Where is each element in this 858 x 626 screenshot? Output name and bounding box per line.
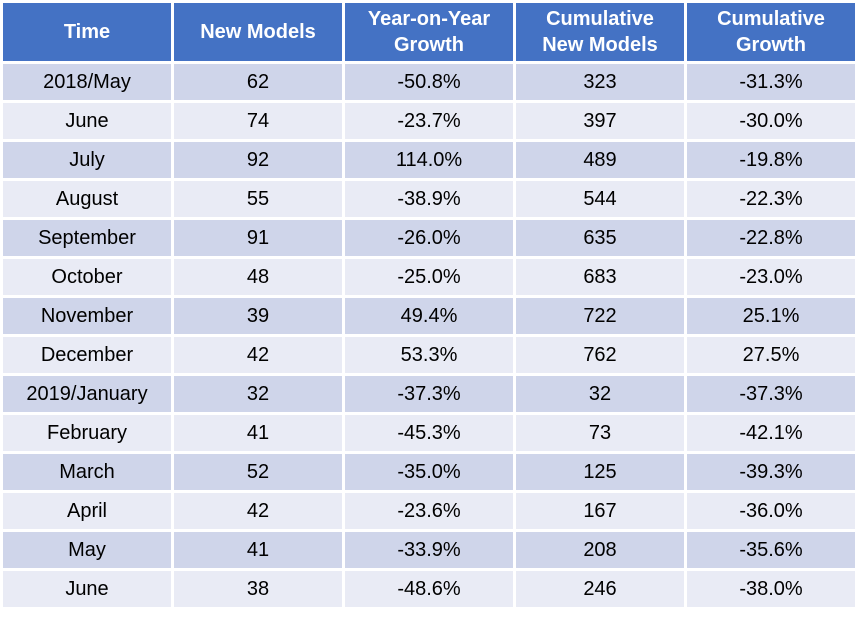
monthly-new-models-table: Time New Models Year-on-Year Growth Cumulat… [3,3,855,607]
cell-cumulative_new_models: 323 [516,64,684,100]
cell-yoy_growth: -23.7% [345,103,513,139]
cell-cumulative_new_models: 125 [516,454,684,490]
column-header-cumulative_growth: Cumulative Growth [687,3,855,61]
cell-yoy_growth: -50.8% [345,64,513,100]
table-row: September 91 -26.0% 635 -22.8% [3,220,855,256]
cell-time: November [3,298,171,334]
cell-cumulative_growth: 25.1% [687,298,855,334]
cell-new_models: 42 [174,493,342,529]
table-row: October 48 -25.0% 683 -23.0% [3,259,855,295]
cell-cumulative_growth: -35.6% [687,532,855,568]
cell-time: March [3,454,171,490]
cell-time: October [3,259,171,295]
column-header-new_models: New Models [174,3,342,61]
cell-time: 2019/January [3,376,171,412]
cell-cumulative_growth: -23.0% [687,259,855,295]
table-row: February 41 -45.3% 73 -42.1% [3,415,855,451]
column-header-cumulative_new_models: Cumulative New Models [516,3,684,61]
table-row: November 39 49.4% 722 25.1% [3,298,855,334]
cell-cumulative_new_models: 397 [516,103,684,139]
cell-yoy_growth: -33.9% [345,532,513,568]
table-row: May 41 -33.9% 208 -35.6% [3,532,855,568]
cell-cumulative_growth: -19.8% [687,142,855,178]
cell-time: July [3,142,171,178]
cell-yoy_growth: -35.0% [345,454,513,490]
table-row: December 42 53.3% 762 27.5% [3,337,855,373]
cell-new_models: 62 [174,64,342,100]
cell-cumulative_growth: -22.3% [687,181,855,217]
cell-yoy_growth: -48.6% [345,571,513,607]
cell-yoy_growth: -38.9% [345,181,513,217]
table-row: 2018/May 62 -50.8% 323 -31.3% [3,64,855,100]
cell-cumulative_new_models: 544 [516,181,684,217]
cell-cumulative_new_models: 246 [516,571,684,607]
cell-cumulative_new_models: 762 [516,337,684,373]
cell-cumulative_growth: -31.3% [687,64,855,100]
cell-new_models: 52 [174,454,342,490]
cell-cumulative_new_models: 635 [516,220,684,256]
cell-cumulative_new_models: 722 [516,298,684,334]
cell-time: April [3,493,171,529]
cell-yoy_growth: 114.0% [345,142,513,178]
cell-yoy_growth: -45.3% [345,415,513,451]
cell-yoy_growth: 49.4% [345,298,513,334]
cell-time: June [3,103,171,139]
cell-yoy_growth: -37.3% [345,376,513,412]
cell-time: August [3,181,171,217]
cell-new_models: 55 [174,181,342,217]
cell-time: December [3,337,171,373]
cell-new_models: 42 [174,337,342,373]
cell-cumulative_new_models: 683 [516,259,684,295]
cell-time: February [3,415,171,451]
cell-new_models: 92 [174,142,342,178]
cell-new_models: 39 [174,298,342,334]
cell-yoy_growth: -26.0% [345,220,513,256]
table-body: 2018/May 62 -50.8% 323 -31.3% June 74 -23.7% 397… [3,64,855,607]
cell-cumulative_new_models: 489 [516,142,684,178]
table-row: March 52 -35.0% 125 -39.3% [3,454,855,490]
cell-time: 2018/May [3,64,171,100]
cell-cumulative_growth: 27.5% [687,337,855,373]
cell-new_models: 32 [174,376,342,412]
cell-cumulative_new_models: 32 [516,376,684,412]
cell-cumulative_new_models: 73 [516,415,684,451]
cell-cumulative_growth: -30.0% [687,103,855,139]
cell-yoy_growth: -23.6% [345,493,513,529]
cell-new_models: 74 [174,103,342,139]
cell-new_models: 48 [174,259,342,295]
table-row: June 38 -48.6% 246 -38.0% [3,571,855,607]
header-row: Time New Models Year-on-Year Growth Cumulat… [3,3,855,61]
cell-yoy_growth: -25.0% [345,259,513,295]
cell-cumulative_new_models: 167 [516,493,684,529]
cell-new_models: 38 [174,571,342,607]
cell-new_models: 41 [174,415,342,451]
table-row: August 55 -38.9% 544 -22.3% [3,181,855,217]
column-header-time: Time [3,3,171,61]
cell-time: June [3,571,171,607]
table-row: June 74 -23.7% 397 -30.0% [3,103,855,139]
table-row: 2019/January 32 -37.3% 32 -37.3% [3,376,855,412]
cell-yoy_growth: 53.3% [345,337,513,373]
cell-cumulative_growth: -42.1% [687,415,855,451]
column-header-yoy_growth: Year-on-Year Growth [345,3,513,61]
cell-time: September [3,220,171,256]
cell-cumulative_growth: -37.3% [687,376,855,412]
cell-time: May [3,532,171,568]
table-header: Time New Models Year-on-Year Growth Cumulat… [3,3,855,61]
cell-new_models: 91 [174,220,342,256]
cell-cumulative_new_models: 208 [516,532,684,568]
table-row: April 42 -23.6% 167 -36.0% [3,493,855,529]
table-row: July 92 114.0% 489 -19.8% [3,142,855,178]
cell-cumulative_growth: -39.3% [687,454,855,490]
cell-cumulative_growth: -22.8% [687,220,855,256]
cell-cumulative_growth: -38.0% [687,571,855,607]
cell-cumulative_growth: -36.0% [687,493,855,529]
cell-new_models: 41 [174,532,342,568]
